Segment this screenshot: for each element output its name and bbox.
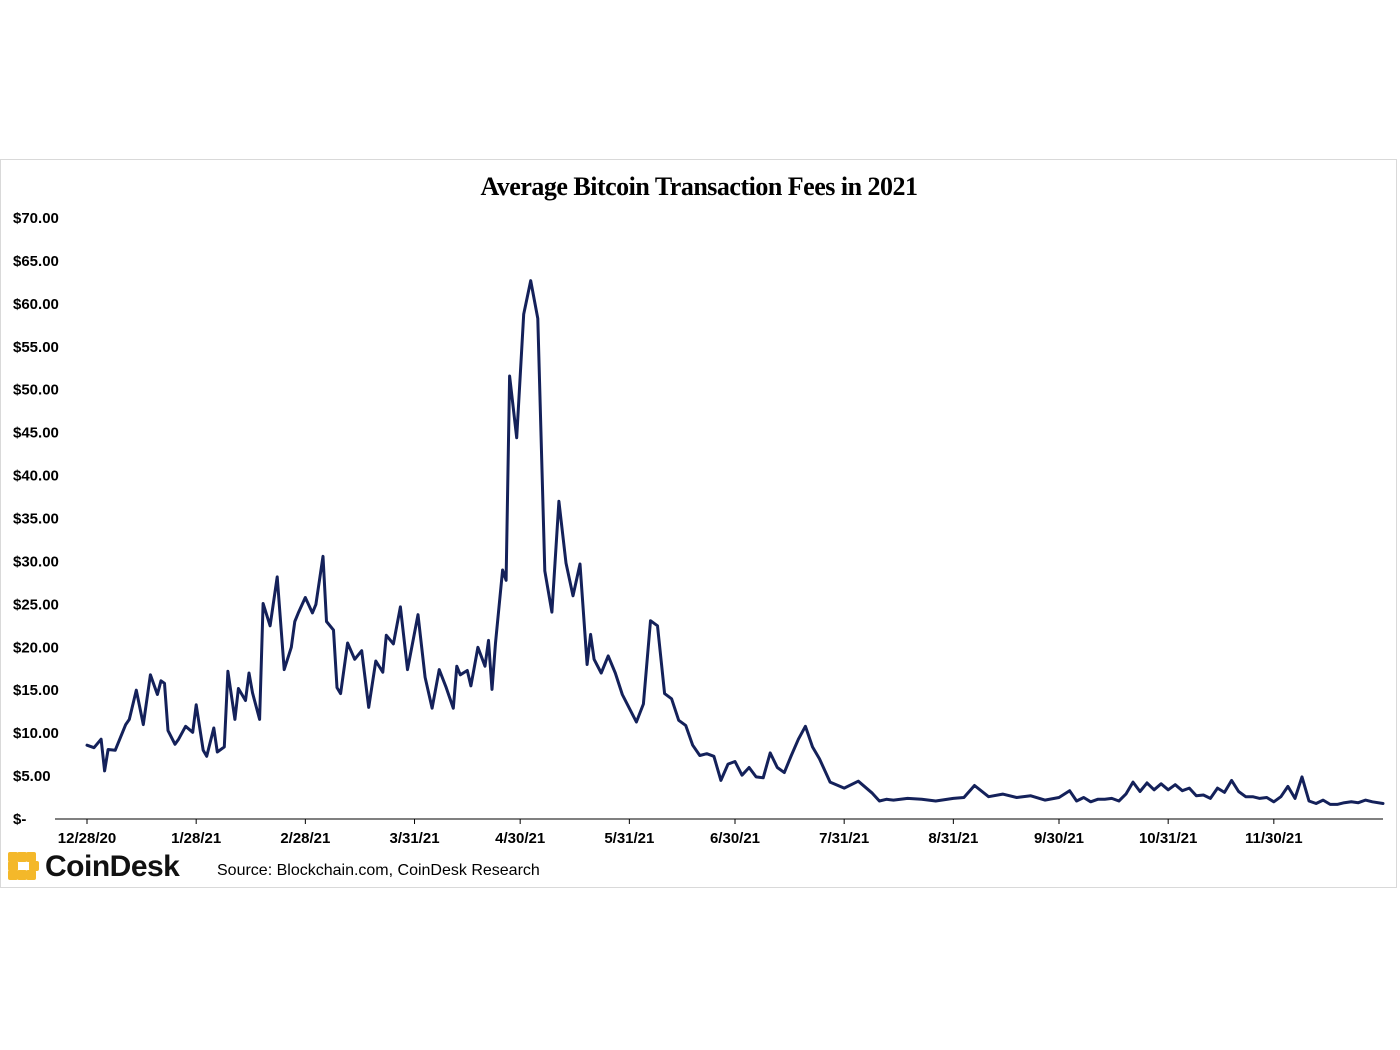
logo-block — [29, 861, 39, 871]
y-tick-label: $35.00 — [13, 511, 59, 528]
x-tick-label: 1/28/21 — [171, 830, 221, 847]
brand-name: CoinDesk — [45, 850, 180, 883]
coindesk-logo-icon — [8, 852, 39, 880]
y-tick-label: $15.00 — [13, 682, 59, 699]
logo-block — [8, 852, 18, 862]
series-line — [85, 279, 1385, 806]
chart-title: Average Bitcoin Transaction Fees in 2021 — [480, 172, 917, 201]
y-tick-label: $5.00 — [13, 768, 51, 785]
x-tick-label: 12/28/20 — [58, 830, 116, 847]
x-axis-ticks: 12/28/20 1/28/21 2/28/21 3/31/21 4/30/21 5/31… — [58, 819, 1303, 847]
logo-block — [8, 870, 18, 880]
y-tick-label: $25.00 — [13, 596, 59, 613]
chart-svg: Average Bitcoin Transaction Fees in 2021… — [8, 172, 1385, 883]
y-tick-label: $10.00 — [13, 725, 59, 742]
y-tick-label: $55.00 — [13, 339, 59, 356]
coindesk-logo: CoinDesk — [8, 850, 181, 883]
y-tick-label: $70.00 — [13, 210, 59, 227]
x-tick-label: 6/30/21 — [710, 830, 760, 847]
y-axis-ticks: $- $5.00 $10.00 $15.00 $20.00 $25.00 $30.00 $35… — [13, 210, 59, 828]
y-tick-label: $45.00 — [13, 425, 59, 442]
y-tick-label: $40.00 — [13, 468, 59, 485]
x-tick-label: 9/30/21 — [1034, 830, 1084, 847]
x-tick-label: 8/31/21 — [928, 830, 978, 847]
y-tick-label: $60.00 — [13, 296, 59, 313]
x-tick-label: 2/28/21 — [280, 830, 330, 847]
y-tick-label: $65.00 — [13, 253, 59, 270]
x-tick-label: 3/31/21 — [389, 830, 439, 847]
y-tick-label: $20.00 — [13, 639, 59, 656]
chart-frame: Average Bitcoin Transaction Fees in 2021… — [0, 159, 1397, 888]
logo-block — [26, 870, 36, 880]
logo-block — [17, 852, 27, 862]
y-tick-label: $- — [13, 811, 26, 828]
logo-block — [26, 852, 36, 862]
x-tick-label: 4/30/21 — [495, 830, 545, 847]
x-tick-label: 7/31/21 — [819, 830, 869, 847]
x-tick-label: 10/31/21 — [1139, 830, 1197, 847]
logo-block — [8, 861, 18, 871]
x-tick-label: 5/31/21 — [604, 830, 654, 847]
x-tick-label: 11/30/21 — [1245, 830, 1303, 847]
y-tick-label: $50.00 — [13, 382, 59, 399]
source-note: Source: Blockchain.com, CoinDesk Researc… — [217, 862, 540, 879]
logo-block — [17, 870, 27, 880]
y-tick-label: $30.00 — [13, 553, 59, 570]
